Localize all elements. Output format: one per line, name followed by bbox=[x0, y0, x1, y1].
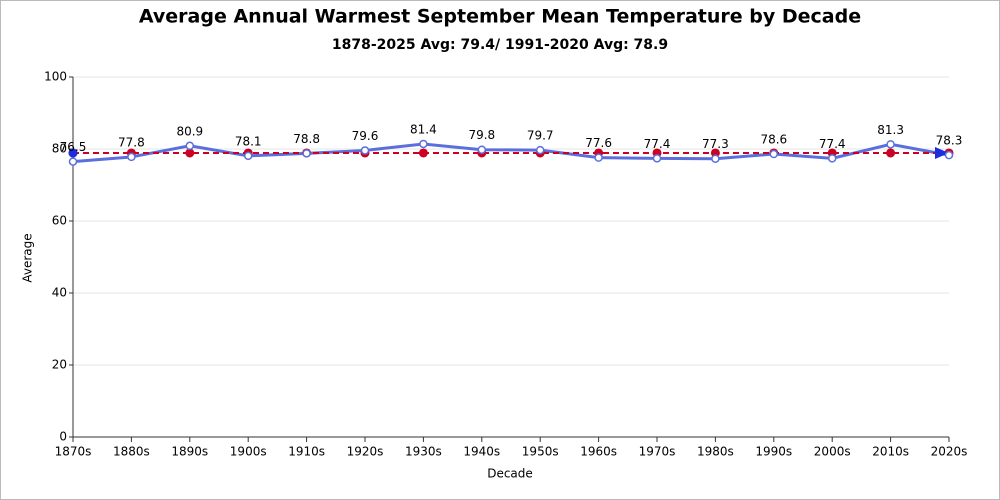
data-point bbox=[127, 152, 136, 162]
y-tick-label: 0 bbox=[59, 430, 67, 444]
chart-subtitle: 1878-2025 Avg: 79.4/ 1991-2020 Avg: 78.9 bbox=[332, 37, 668, 53]
x-tick-label: 2010s bbox=[872, 445, 909, 459]
chart-title: Average Annual Warmest September Mean Te… bbox=[139, 6, 861, 28]
data-label: 80.9 bbox=[176, 124, 203, 138]
x-tick-label: 1970s bbox=[639, 445, 676, 459]
data-point bbox=[419, 139, 428, 149]
data-point bbox=[302, 149, 311, 158]
data-point bbox=[243, 151, 253, 161]
y-tick-label: 40 bbox=[52, 286, 67, 300]
x-tick-label: 2000s bbox=[814, 445, 851, 459]
y-tick-label: 60 bbox=[52, 214, 67, 228]
x-tick-label: 1950s bbox=[522, 445, 559, 459]
data-label: 79.8 bbox=[468, 128, 495, 142]
x-axis-label: Decade bbox=[487, 467, 533, 481]
data-label: 77.4 bbox=[819, 137, 846, 151]
y-tick-label: 100 bbox=[44, 70, 67, 84]
data-point bbox=[886, 140, 895, 149]
reference-point bbox=[418, 148, 428, 158]
data-point bbox=[68, 157, 78, 166]
arrow-head bbox=[935, 146, 949, 159]
x-tick-label: 1980s bbox=[697, 445, 734, 459]
data-label: 81.3 bbox=[877, 123, 904, 137]
reference-point bbox=[185, 148, 195, 158]
data-label: 78.1 bbox=[235, 134, 262, 148]
y-axis-label: Average bbox=[21, 233, 35, 282]
data-label: 78.3 bbox=[936, 134, 963, 148]
data-point bbox=[827, 154, 837, 163]
y-tick-label: 20 bbox=[52, 358, 67, 372]
data-point bbox=[535, 145, 545, 155]
data-label: 77.4 bbox=[644, 137, 671, 151]
x-tick-label: 1920s bbox=[347, 445, 384, 459]
x-tick-label: 1880s bbox=[113, 445, 150, 459]
x-tick-label: 1960s bbox=[580, 445, 617, 459]
data-point bbox=[944, 150, 954, 160]
data-point bbox=[477, 145, 487, 154]
x-tick-label: 2020s bbox=[931, 445, 968, 459]
x-tick-label: 1870s bbox=[55, 445, 92, 459]
data-label: 78.6 bbox=[760, 133, 787, 147]
data-label: 81.4 bbox=[410, 122, 437, 136]
data-label: 79.7 bbox=[527, 129, 554, 143]
data-point bbox=[360, 146, 370, 155]
x-tick-label: 1930s bbox=[405, 445, 442, 459]
data-point bbox=[711, 154, 720, 163]
data-point bbox=[594, 153, 603, 162]
data-label: 78.8 bbox=[293, 132, 320, 146]
x-tick-label: 1940s bbox=[463, 445, 500, 459]
data-label: 79.6 bbox=[352, 129, 379, 143]
reference-point bbox=[886, 148, 896, 158]
data-point bbox=[652, 154, 662, 163]
data-point bbox=[769, 149, 779, 159]
x-tick-label: 1910s bbox=[288, 445, 325, 459]
data-line bbox=[72, 142, 950, 164]
data-point bbox=[185, 141, 195, 151]
data-label: 77.3 bbox=[702, 137, 729, 151]
x-tick-label: 1890s bbox=[171, 445, 208, 459]
data-label: 77.6 bbox=[585, 136, 612, 150]
y-tick-label: 80 bbox=[52, 142, 67, 156]
x-tick-label: 1990s bbox=[755, 445, 792, 459]
start-point bbox=[68, 148, 78, 158]
x-tick-label: 1900s bbox=[230, 445, 267, 459]
data-label: 76.5 bbox=[60, 140, 87, 154]
data-label: 77.8 bbox=[118, 135, 145, 149]
